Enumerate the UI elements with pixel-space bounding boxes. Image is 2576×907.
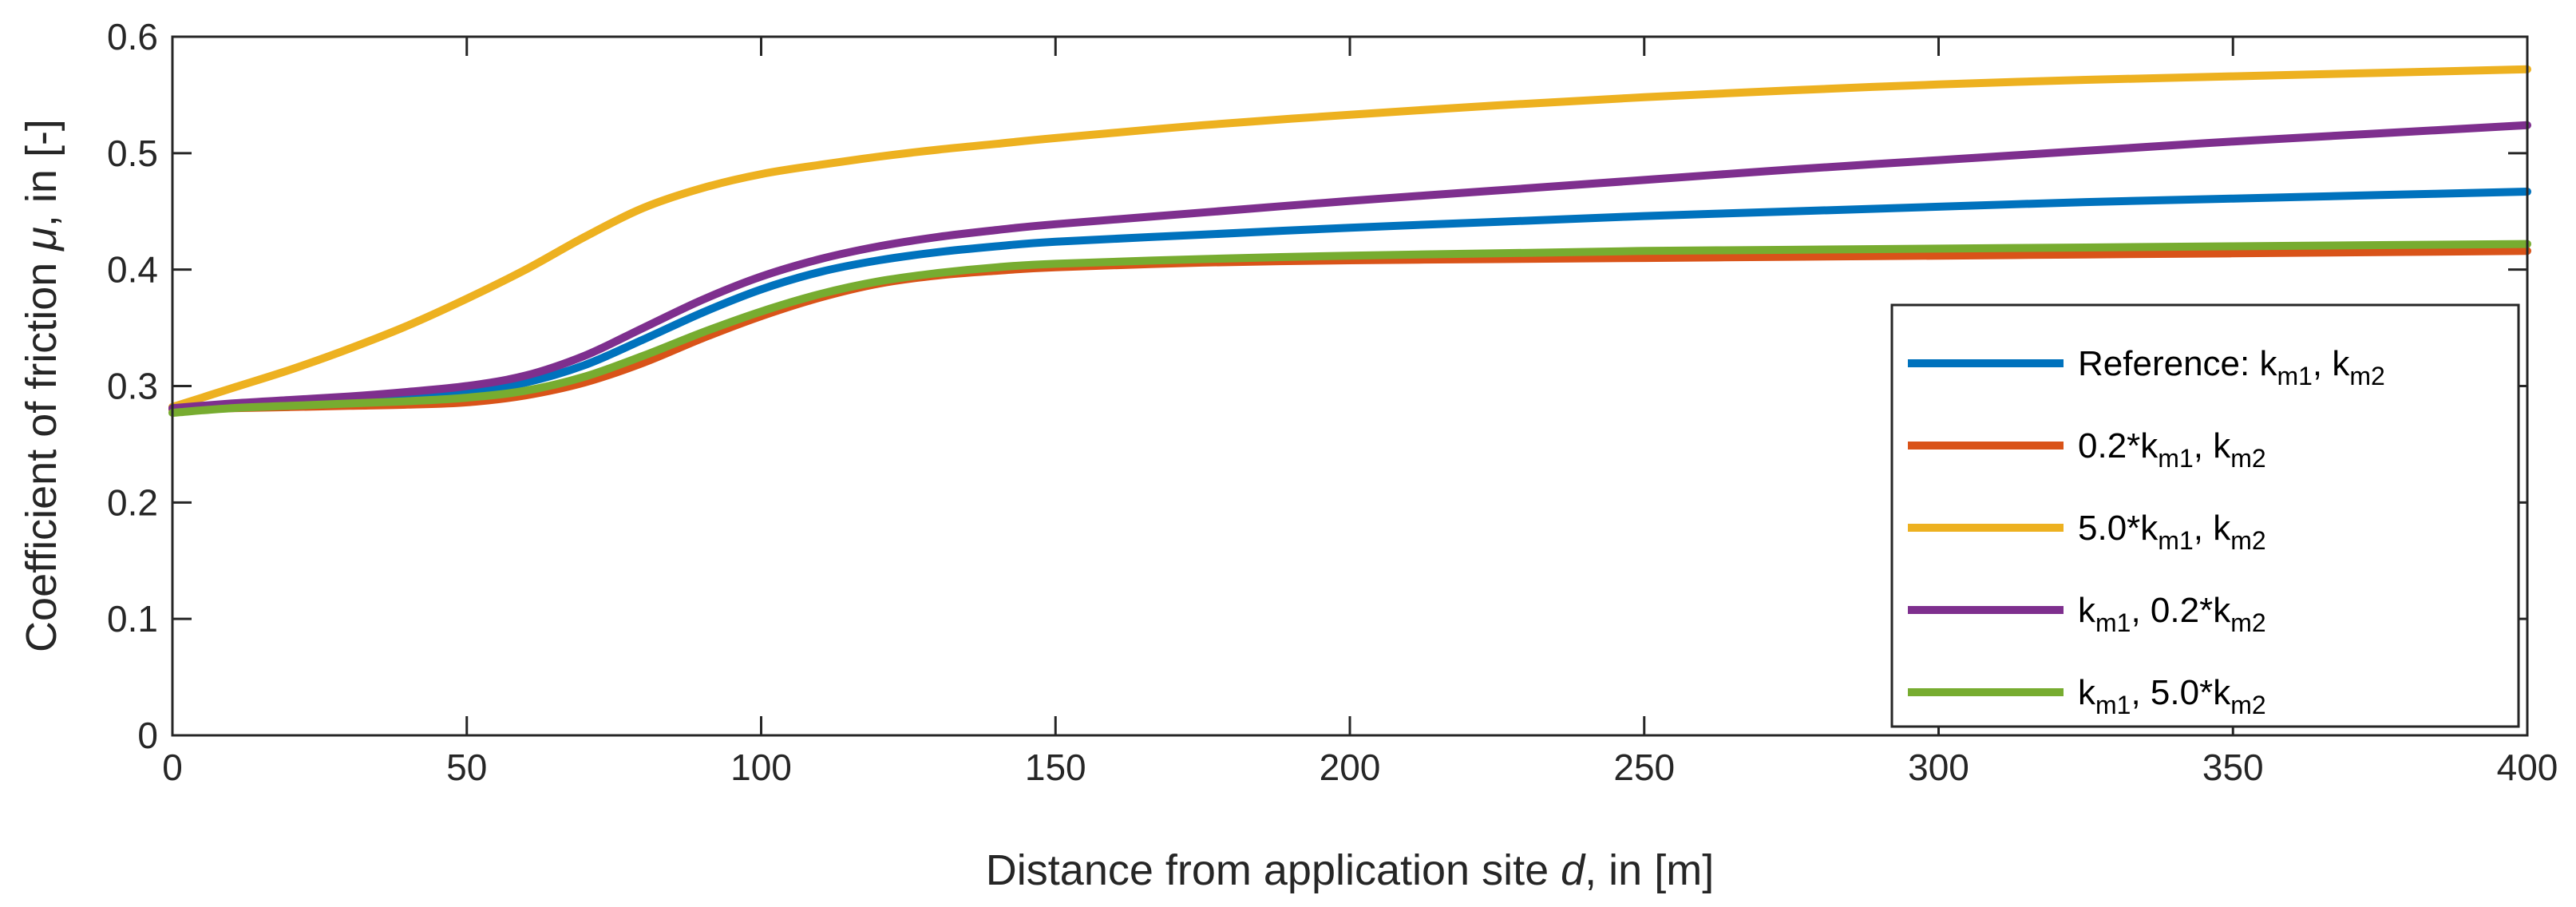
series-layer xyxy=(168,65,2531,417)
x-tick-label-3: 150 xyxy=(1025,747,1086,788)
legend: Reference: km1, km2 0.2*km1, km2 5.0*km1, … xyxy=(1890,303,2520,728)
y-tick-label-6: 0.6 xyxy=(107,16,158,57)
legend-entry-5: km1, 5.0*km2 xyxy=(1908,673,2266,719)
legend-box xyxy=(1890,303,2520,728)
series-line-1 xyxy=(168,188,2531,414)
legend-entry-4: km1, 0.2*km2 xyxy=(1908,591,2266,637)
legend-entry-3: 5.0*km1, km2 xyxy=(1908,509,2266,555)
y-tick-label-2: 0.2 xyxy=(107,481,158,523)
plot-frame xyxy=(171,35,2529,737)
y-tick-label-4: 0.4 xyxy=(107,249,158,291)
y-tick-label-3: 0.3 xyxy=(107,366,158,407)
x-tick-label-8: 400 xyxy=(2497,747,2558,788)
x-tick-label-6: 300 xyxy=(1908,747,1969,788)
legend-label-4: km1, 0.2*km2 xyxy=(2078,591,2266,637)
y-tick-label-5: 0.5 xyxy=(107,133,158,174)
x-tick-label-1: 50 xyxy=(446,747,487,788)
y-tick-label-0: 0 xyxy=(137,715,158,756)
x-axis-title: Distance from application site d, in [m] xyxy=(986,846,1714,894)
legend-label-2: 0.2*km1, km2 xyxy=(2078,426,2266,473)
x-tick-label-4: 200 xyxy=(1320,747,1381,788)
legend-label-1: Reference: km1, km2 xyxy=(2078,344,2385,390)
legend-label-5: km1, 5.0*km2 xyxy=(2078,673,2266,719)
x-tick-label-7: 350 xyxy=(2202,747,2264,788)
x-tick-label-5: 250 xyxy=(1613,747,1675,788)
legend-label-3: 5.0*km1, km2 xyxy=(2078,509,2266,555)
y-tick-label-1: 0.1 xyxy=(107,598,158,640)
label-layer: 0 50 100 150 200 250 300 350 400 0 0.1 0.2 0.3 0.4 0.5… xyxy=(107,16,2558,788)
legend-entries: Reference: km1, km2 0.2*km1, km2 5.0*km1, … xyxy=(1908,344,2385,719)
x-tick-label-2: 100 xyxy=(730,747,792,788)
series-line-5 xyxy=(168,240,2531,417)
x-tick-label-0: 0 xyxy=(162,747,183,788)
legend-entry-1: Reference: km1, km2 xyxy=(1908,344,2385,390)
legend-entry-2: 0.2*km1, km2 xyxy=(1908,426,2266,473)
y-axis-title: Coefficient of friction μ, in [-] xyxy=(18,119,65,652)
series-line-4 xyxy=(168,121,2531,413)
series-line-3 xyxy=(168,65,2531,411)
